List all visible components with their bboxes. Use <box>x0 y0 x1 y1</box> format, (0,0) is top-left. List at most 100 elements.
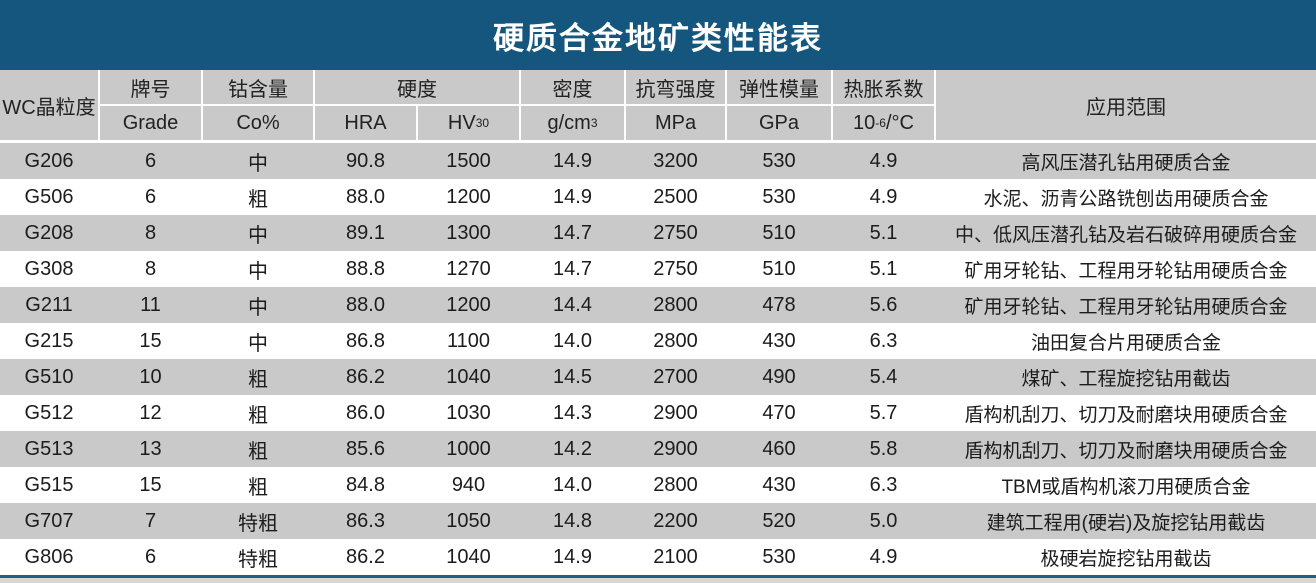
cell-hardness-hv30: 940 <box>451 473 486 496</box>
header-hv30: HV 30 <box>418 106 519 140</box>
cell-thermal-expansion: 6.3 <box>869 473 898 496</box>
cell-hardness-hv30: 1040 <box>446 365 491 388</box>
cell-grade: G308 <box>24 257 74 280</box>
cell-hardness-hra: 86.2 <box>346 545 385 568</box>
cell-wc-grain-size: 粗 <box>248 440 268 463</box>
header-cobalt-cn: 钴含量 <box>203 70 313 104</box>
cell-thermal-expansion: 5.8 <box>869 437 898 460</box>
cell-application: 盾构机刮刀、切刀及耐磨块用硬质合金 <box>964 440 1288 462</box>
cell-application: 矿用牙轮钻、工程用牙轮钻用硬质合金 <box>964 260 1288 282</box>
cell-thermal-expansion: 5.0 <box>869 509 898 532</box>
table-row: G506 6 粗 88.0 1200 14.9 2500 530 4.9 水泥、… <box>0 179 1316 215</box>
cell-density: 14.7 <box>553 221 592 244</box>
header-cobalt-unit: Co% <box>203 106 313 140</box>
cell-wc-grain-size: 特粗 <box>238 548 278 571</box>
cell-cobalt-content: 15 <box>139 329 162 352</box>
table-row: G206 6 中 90.8 1500 14.9 3200 530 4.9 高风压… <box>0 143 1316 179</box>
cell-elastic-modulus: 530 <box>762 149 796 172</box>
cell-cobalt-content: 13 <box>139 437 162 460</box>
cell-cobalt-content: 6 <box>144 185 157 208</box>
header-bend-strength-unit: MPa <box>626 106 725 140</box>
table-row: G308 8 中 88.8 1270 14.7 2750 510 5.1 矿用牙… <box>0 251 1316 287</box>
cell-application: 盾构机刮刀、切刀及耐磨块用硬质合金 <box>964 404 1288 426</box>
cell-wc-grain-size: 粗 <box>248 404 268 427</box>
cell-bend-strength: 2800 <box>653 473 698 496</box>
header-grade-en: Grade <box>100 106 201 140</box>
cell-density: 14.8 <box>553 509 592 532</box>
cell-thermal-expansion: 6.3 <box>869 329 898 352</box>
cell-thermal-expansion: 5.4 <box>869 365 898 388</box>
table-row: G515 15 粗 84.8 940 14.0 2800 430 6.3 TBM… <box>0 467 1316 503</box>
cell-cobalt-content: 15 <box>139 473 162 496</box>
cell-application: 水泥、沥青公路铣刨齿用硬质合金 <box>983 188 1269 210</box>
cell-wc-grain-size: 中 <box>248 332 268 355</box>
cell-application: 矿用牙轮钻、工程用牙轮钻用硬质合金 <box>964 296 1288 318</box>
table-row: G208 8 中 89.1 1300 14.7 2750 510 5.1 中、低… <box>0 215 1316 251</box>
bottom-strip <box>0 578 1316 583</box>
header-application: 应用范围 <box>936 70 1316 140</box>
cell-wc-grain-size: 特粗 <box>238 512 278 535</box>
cell-grade: G215 <box>24 329 74 352</box>
cell-bend-strength: 2900 <box>653 401 698 424</box>
cell-cobalt-content: 10 <box>139 365 162 388</box>
cell-density: 14.4 <box>553 293 592 316</box>
cell-cobalt-content: 6 <box>144 545 157 568</box>
cell-hardness-hra: 85.6 <box>346 437 385 460</box>
header-wc-grain-size: WC晶粒度 <box>0 70 98 140</box>
header-thermal-expansion-cn: 热胀系数 <box>833 70 934 104</box>
cell-wc-grain-size: 粗 <box>248 188 268 211</box>
cell-hardness-hra: 86.0 <box>346 401 385 424</box>
header-hra: HRA <box>315 106 416 140</box>
cell-bend-strength: 2700 <box>653 365 698 388</box>
header-density-unit: g/cm 3 <box>521 106 624 140</box>
cell-elastic-modulus: 510 <box>762 257 796 280</box>
cell-density: 14.3 <box>553 401 592 424</box>
cell-elastic-modulus: 520 <box>762 509 796 532</box>
cell-hardness-hv30: 1100 <box>446 329 490 352</box>
cell-elastic-modulus: 530 <box>762 545 796 568</box>
header-density-cn: 密度 <box>521 70 624 104</box>
cell-application: 中、低风压潜孔钻及岩石破碎用硬质合金 <box>954 224 1297 246</box>
cell-thermal-expansion: 4.9 <box>869 545 898 568</box>
table-body: G206 6 中 90.8 1500 14.9 3200 530 4.9 高风压… <box>0 143 1316 575</box>
cell-density: 14.0 <box>553 473 592 496</box>
cell-cobalt-content: 12 <box>139 401 162 424</box>
cell-thermal-expansion: 5.6 <box>869 293 898 316</box>
cell-elastic-modulus: 430 <box>762 329 796 352</box>
cell-grade: G515 <box>24 473 74 496</box>
cell-bend-strength: 2800 <box>653 329 698 352</box>
cell-elastic-modulus: 490 <box>762 365 796 388</box>
cell-wc-grain-size: 中 <box>248 296 268 319</box>
table-row: G215 15 中 86.8 1100 14.0 2800 430 6.3 油田… <box>0 323 1316 359</box>
cell-application: TBM或盾构机滚刀用硬质合金 <box>1001 476 1251 498</box>
cell-thermal-expansion: 5.1 <box>869 257 898 280</box>
bottom-border-line <box>0 575 1316 578</box>
cell-elastic-modulus: 460 <box>762 437 796 460</box>
table-row: G211 11 中 88.0 1200 14.4 2800 478 5.6 矿用… <box>0 287 1316 323</box>
cell-hardness-hv30: 1050 <box>446 509 491 532</box>
cell-density: 14.5 <box>553 365 592 388</box>
cell-hardness-hra: 86.8 <box>346 329 385 352</box>
cell-hardness-hra: 84.8 <box>346 473 385 496</box>
cell-hardness-hv30: 1040 <box>446 545 491 568</box>
cell-bend-strength: 2750 <box>653 221 698 244</box>
table-header: 牌号 钴含量 WC晶粒度 硬度 密度 抗弯强度 弹性模量 热胀系数 应用范围 G… <box>0 70 1316 143</box>
cell-grade: G211 <box>25 293 73 316</box>
cell-application: 油田复合片用硬质合金 <box>1030 332 1221 354</box>
cell-cobalt-content: 7 <box>144 509 157 532</box>
cell-application: 极硬岩旋挖钻用截齿 <box>1040 548 1212 570</box>
cell-density: 14.0 <box>553 329 592 352</box>
cell-wc-grain-size: 粗 <box>248 368 268 391</box>
cell-thermal-expansion: 4.9 <box>869 185 898 208</box>
cell-density: 14.9 <box>553 149 592 172</box>
cell-hardness-hra: 88.0 <box>346 293 385 316</box>
cell-hardness-hv30: 1500 <box>446 149 491 172</box>
cell-cobalt-content: 6 <box>144 149 157 172</box>
cell-bend-strength: 2500 <box>653 185 698 208</box>
cell-density: 14.9 <box>553 545 592 568</box>
cell-density: 14.2 <box>553 437 592 460</box>
cell-hardness-hra: 90.8 <box>346 149 385 172</box>
cell-grade: G513 <box>24 437 74 460</box>
cell-cobalt-content: 8 <box>144 221 157 244</box>
cell-grade: G206 <box>24 149 74 172</box>
